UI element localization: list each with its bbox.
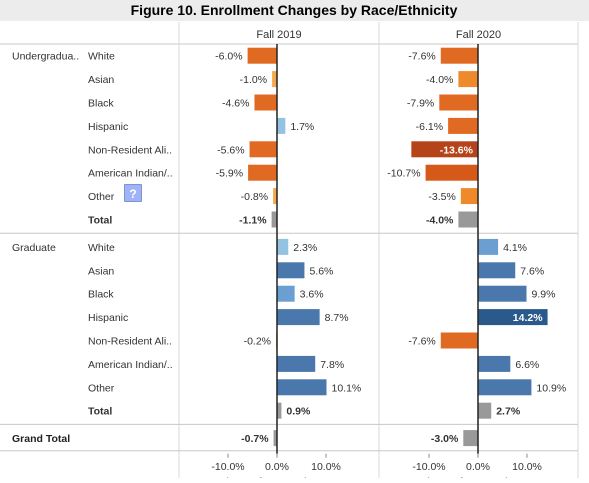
group-2-row-8-value-1: 0.9% (286, 406, 311, 418)
group-1-row-8-label: Total (88, 215, 112, 227)
column-header-1: Fall 2019 (256, 29, 301, 41)
group-1-row-5-label: Non-Resident Ali.. (88, 144, 172, 156)
group-2-row-4-value-1: 8.7% (325, 312, 349, 324)
group-1-row-4-label: Hispanic (88, 121, 128, 133)
group-1-row-3-value-1: -4.6% (222, 98, 249, 110)
group-2-row-6-bar-2 (478, 355, 511, 372)
group-2-row-5-label: Non-Resident Ali.. (88, 336, 172, 348)
group-1-row-5-bar-1 (249, 141, 277, 158)
group-1-row-2-value-2: -4.0% (426, 74, 453, 86)
group-1-row-6-value-1: -5.9% (216, 168, 243, 180)
group-1-row-7-bar-2 (460, 188, 478, 205)
group-2-row-2-label: Asian (88, 265, 114, 277)
group-2-row-7-bar-1 (277, 379, 327, 396)
x-tick-label-2-2: 0.0% (466, 461, 490, 473)
grand-total-label: Grand Total (12, 433, 70, 445)
group-1-row-1-value-1: -6.0% (215, 51, 242, 63)
group-2-row-8-label: Total (88, 406, 112, 418)
group-1-row-2-label: Asian (88, 74, 114, 86)
group-1-row-5-value-2: -13.6% (440, 144, 474, 156)
group-1-row-2-bar-1 (272, 71, 277, 88)
grand-total-bar-2 (463, 430, 478, 447)
group-1-row-2-value-1: -1.0% (240, 74, 267, 86)
group-2-row-6-bar-1 (277, 355, 316, 372)
group-1-row-8-bar-1 (271, 211, 277, 228)
group-1-row-8-value-2: -4.0% (426, 215, 454, 227)
group-2-row-3-value-1: 3.6% (300, 289, 324, 301)
group-1-row-6-bar-1 (248, 164, 277, 181)
group-2-row-6-label: American Indian/.. (88, 359, 173, 371)
group-2-row-5-bar-2 (440, 332, 478, 349)
grand-total-value-2: -3.0% (431, 433, 459, 445)
group-2-row-2-value-2: 7.6% (520, 265, 544, 277)
group-2-row-2-bar-1 (277, 262, 305, 279)
group-1-row-4-bar-2 (448, 117, 478, 134)
group-2-row-5-value-1: -0.2% (244, 336, 271, 348)
group-2-row-8-value-2: 2.7% (496, 406, 521, 418)
help-icon[interactable]: ? (124, 184, 142, 202)
group-2-row-6-value-1: 7.8% (320, 359, 344, 371)
group-1-row-2-bar-2 (458, 71, 478, 88)
group-2-row-3-value-2: 9.9% (532, 289, 556, 301)
group-1-row-6-label: American Indian/.. (88, 168, 173, 180)
group-1-row-7-value-1: -0.8% (241, 191, 268, 203)
group-1-row-4-bar-1 (277, 117, 286, 134)
group-1-row-3-bar-1 (254, 94, 277, 111)
title-bar (0, 0, 589, 21)
group-2-row-4-label: Hispanic (88, 312, 128, 324)
group-1-row-7-bar-1 (273, 188, 277, 205)
group-2-row-3-bar-2 (478, 285, 527, 302)
group-1-row-1-bar-1 (247, 47, 277, 64)
x-tick-label-2-3: 10.0% (512, 461, 542, 473)
group-2-row-4-value-2: 14.2% (513, 312, 543, 324)
x-tick-label-2-1: -10.0% (412, 461, 445, 473)
group-2-row-7-bar-2 (478, 379, 532, 396)
group-1-row-4-value-2: -6.1% (416, 121, 443, 133)
group-1-row-6-value-2: -10.7% (387, 168, 420, 180)
group-2-row-1-label: White (88, 242, 115, 254)
x-tick-label-1-1: -10.0% (211, 461, 244, 473)
group-2-row-7-value-1: 10.1% (331, 382, 361, 394)
x-tick-label-1-3: 10.0% (311, 461, 341, 473)
group-2-row-4-bar-1 (277, 309, 320, 326)
grand-total-value-1: -0.7% (241, 433, 269, 445)
column-header-2: Fall 2020 (456, 29, 501, 41)
group-2-row-2-bar-2 (478, 262, 516, 279)
group-1-row-4-value-1: 1.7% (290, 121, 314, 133)
group-1-row-3-bar-2 (439, 94, 478, 111)
group-2-row-5-value-2: -7.6% (408, 336, 435, 348)
group-2-row-7-label: Other (88, 382, 115, 394)
chart-title: Figure 10. Enrollment Changes by Race/Et… (131, 2, 458, 18)
group-1-row-1-label: White (88, 51, 115, 63)
group-2-row-1-value-1: 2.3% (293, 242, 317, 254)
group-1-row-8-bar-2 (458, 211, 478, 228)
group-2-row-7-value-2: 10.9% (536, 382, 566, 394)
group-2-row-1-bar-2 (478, 238, 499, 255)
group-1-row-6-bar-2 (425, 164, 478, 181)
group-2-label: Graduate (12, 242, 56, 254)
group-1-row-3-value-2: -7.9% (407, 98, 434, 110)
group-1-row-5-bar-2 (411, 141, 478, 158)
group-2-row-3-bar-1 (277, 285, 295, 302)
group-1-row-3-label: Black (88, 98, 114, 110)
group-1-label: Undergradua.. (12, 51, 79, 63)
group-2-row-1-value-2: 4.1% (503, 242, 527, 254)
group-1-row-7-label: Other (88, 191, 115, 203)
group-2-row-6-value-2: 6.6% (515, 359, 539, 371)
group-1-row-1-value-2: -7.6% (408, 51, 435, 63)
group-1-row-8-value-1: -1.1% (239, 215, 267, 227)
x-tick-label-1-2: 0.0% (265, 461, 289, 473)
group-1-row-1-bar-2 (440, 47, 478, 64)
group-2-row-4-bar-2 (478, 309, 548, 326)
group-1-row-7-value-2: -3.5% (428, 191, 455, 203)
group-2-row-1-bar-1 (277, 238, 289, 255)
group-2-row-8-bar-2 (478, 402, 492, 419)
grand-total-bar-1 (273, 430, 277, 447)
group-2-row-8-bar-1 (277, 402, 282, 419)
group-2-row-3-label: Black (88, 289, 114, 301)
group-2-row-2-value-1: 5.6% (309, 265, 333, 277)
group-1-row-5-value-1: -5.6% (217, 144, 244, 156)
